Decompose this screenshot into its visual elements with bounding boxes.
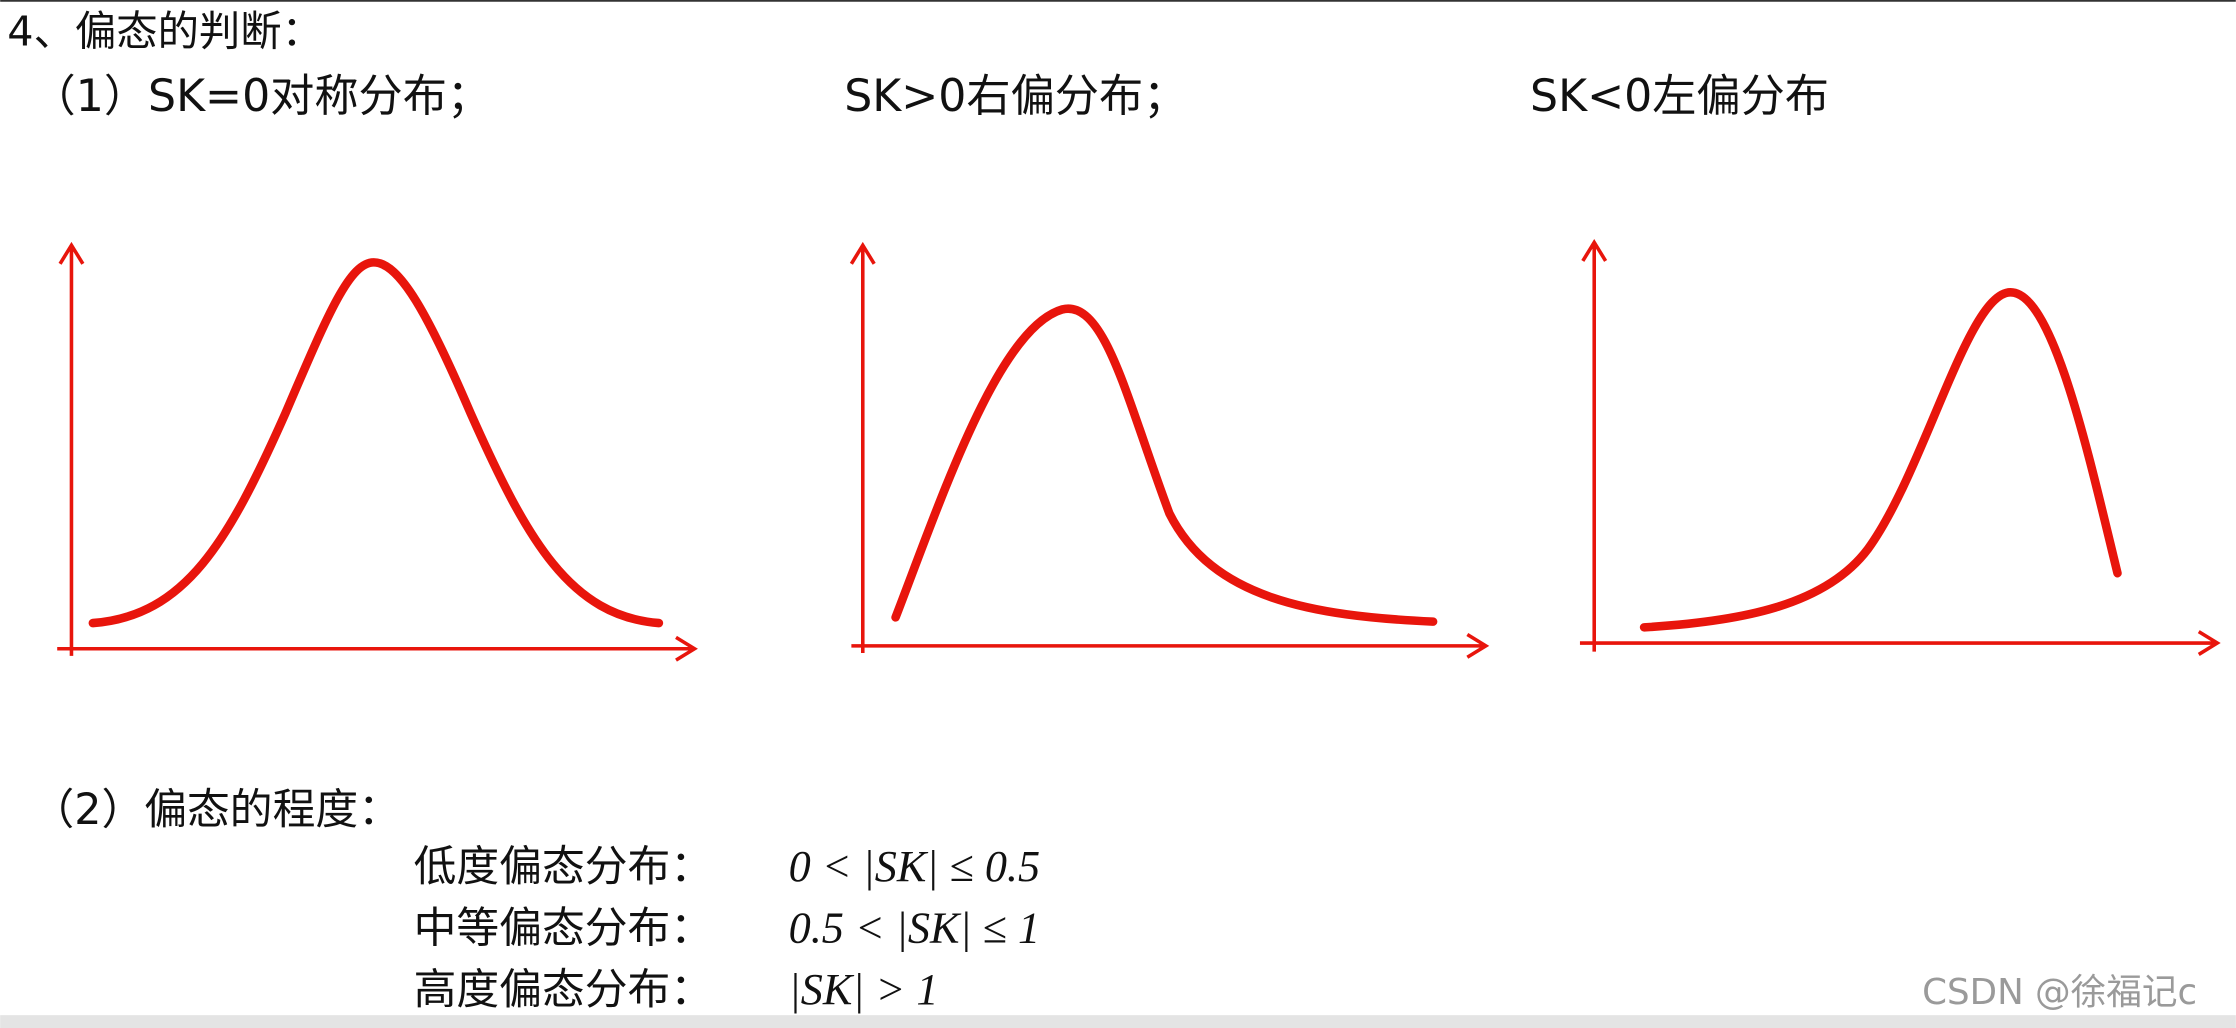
curve — [88, 258, 664, 628]
level-rule: 0 < |SK| ≤ 0.5 — [789, 842, 1040, 891]
level-name: 中等偏态分布： — [414, 903, 713, 953]
y-axis — [58, 241, 85, 656]
x-axis — [57, 635, 698, 662]
x-axis — [1579, 630, 2221, 656]
caption: SK<0左偏分布 — [1530, 71, 1829, 122]
symmetric-diagram — [57, 241, 698, 662]
x-axis — [851, 632, 1490, 659]
curve — [891, 304, 1438, 626]
bottom-bar — [0, 1015, 2236, 1028]
caption: SK>0右偏分布； — [844, 71, 1187, 122]
level-rule: |SK| > 1 — [789, 965, 939, 1014]
right-skew-diagram — [849, 241, 1490, 659]
level-name: 低度偏态分布： — [414, 842, 713, 892]
watermark: CSDN @徐福记c — [1922, 972, 2197, 1013]
caption: （1）SK=0对称分布； — [32, 71, 492, 122]
curve — [1639, 288, 2122, 632]
level-name: 高度偏态分布： — [414, 965, 713, 1015]
y-axis — [1581, 238, 1608, 652]
level-rule: 0.5 < |SK| ≤ 1 — [789, 903, 1040, 952]
section-title: （2）偏态的程度： — [32, 785, 401, 835]
y-axis — [849, 241, 876, 654]
left-skew-diagram — [1579, 238, 2221, 656]
heading: 4、偏态的判断： — [7, 8, 323, 56]
